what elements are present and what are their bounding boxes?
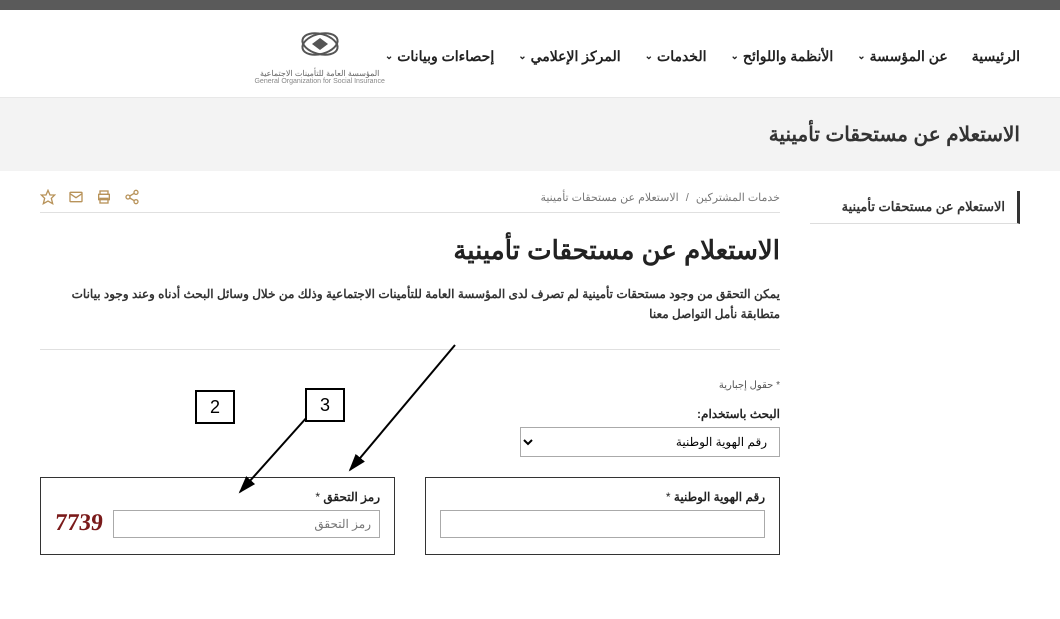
annotation-3: 3 xyxy=(305,388,345,422)
nav-home[interactable]: الرئيسية xyxy=(972,48,1020,65)
logo-text-en: General Organization for Social Insuranc… xyxy=(254,78,384,85)
search-by-field: البحث باستخدام: رقم الهوية الوطنية xyxy=(425,407,780,457)
nav-media[interactable]: المركز الإعلامي⌄ xyxy=(518,48,620,65)
nav-services[interactable]: الخدمات⌄ xyxy=(645,48,707,65)
required-note: * حقول إجبارية xyxy=(40,380,780,391)
nav-stats[interactable]: إحصاءات وبيانات⌄ xyxy=(385,48,494,65)
breadcrumb-root[interactable]: خدمات المشتركين xyxy=(696,192,780,204)
captcha-image: 7739 xyxy=(54,510,104,537)
search-by-select[interactable]: رقم الهوية الوطنية xyxy=(520,427,780,457)
logo-text-ar: المؤسسة العامة للتأمينات الاجتماعية xyxy=(254,69,384,78)
breadcrumb-current: الاستعلام عن مستحقات تأمينية xyxy=(540,192,678,204)
captcha-input[interactable] xyxy=(113,510,380,538)
search-by-label: البحث باستخدام: xyxy=(425,407,780,421)
captcha-box: رمز التحقق * 7739 xyxy=(40,477,395,555)
sidebar-item-inquiry[interactable]: الاستعلام عن مستحقات تأمينية xyxy=(810,191,1020,224)
header: الرئيسية عن المؤسسة⌄ الأنظمة واللوائح⌄ ا… xyxy=(0,10,1060,98)
chevron-down-icon: ⌄ xyxy=(731,51,739,62)
page-title: الاستعلام عن مستحقات تأمينية xyxy=(40,235,780,266)
captcha-label: رمز التحقق * xyxy=(55,490,380,504)
nid-label: رقم الهوية الوطنية * xyxy=(440,490,765,504)
chevron-down-icon: ⌄ xyxy=(385,51,393,62)
main-nav: الرئيسية عن المؤسسة⌄ الأنظمة واللوائح⌄ ا… xyxy=(385,48,1020,65)
sidebar: الاستعلام عن مستحقات تأمينية xyxy=(810,191,1020,575)
chevron-down-icon: ⌄ xyxy=(645,51,653,62)
breadcrumb: خدمات المشتركين / الاستعلام عن مستحقات ت… xyxy=(40,191,780,213)
page-description: يمكن التحقق من وجود مستحقات تأمينية لم ت… xyxy=(40,284,780,350)
logo[interactable]: المؤسسة العامة للتأمينات الاجتماعية Gene… xyxy=(254,28,384,85)
logo-icon xyxy=(296,28,344,60)
nav-regs[interactable]: الأنظمة واللوائح⌄ xyxy=(731,48,834,65)
print-icon[interactable] xyxy=(96,189,112,210)
annotation-2: 2 xyxy=(195,390,235,424)
nid-input[interactable] xyxy=(440,510,765,538)
main-content: خدمات المشتركين / الاستعلام عن مستحقات ت… xyxy=(40,191,780,575)
chevron-down-icon: ⌄ xyxy=(857,51,865,62)
chevron-down-icon: ⌄ xyxy=(518,51,526,62)
nid-box: رقم الهوية الوطنية * xyxy=(425,477,780,555)
mail-icon[interactable] xyxy=(68,189,84,210)
nav-about[interactable]: عن المؤسسة⌄ xyxy=(857,48,948,65)
star-icon[interactable] xyxy=(40,189,56,210)
share-icon[interactable] xyxy=(124,189,140,210)
page-actions xyxy=(40,189,140,210)
page-banner: الاستعلام عن مستحقات تأمينية xyxy=(0,98,1060,171)
